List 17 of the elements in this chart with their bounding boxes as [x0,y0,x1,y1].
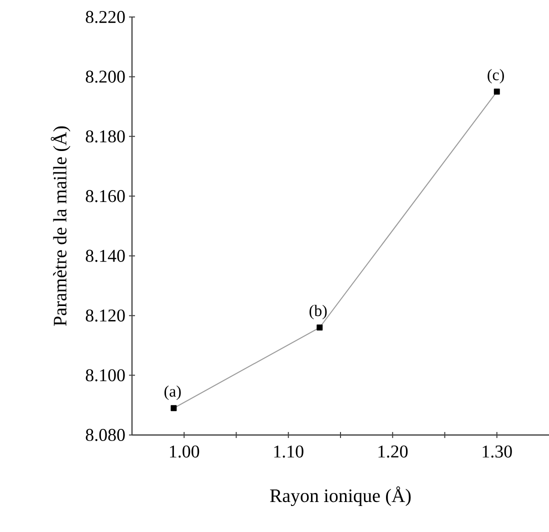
annotation: (b) [310,304,327,320]
annotation: (a) [164,386,181,400]
y-tick-label: 8.160 [86,190,125,202]
y-tick-label: 8.080 [86,428,125,442]
annotation: (c) [488,69,504,84]
x-tick-label: 1.30 [482,446,512,458]
y-tick-label: 8.120 [86,309,125,322]
x-axis-title: Rayon ionique (Å) [270,486,411,506]
y-axis-title: Paramètre de la maille (Å) [50,126,70,326]
x-tick-label: 1.20 [378,446,408,458]
x-tick-label: 1.00 [170,446,200,458]
y-tick-label: 8.180 [86,130,125,143]
y-tick-label: 8.200 [86,70,125,83]
y-tick-label: 8.140 [86,250,125,262]
x-tick-label: 1.10 [274,446,304,458]
y-tick-label: 8.220 [86,10,125,24]
y-tick-label: 8.100 [86,369,125,382]
